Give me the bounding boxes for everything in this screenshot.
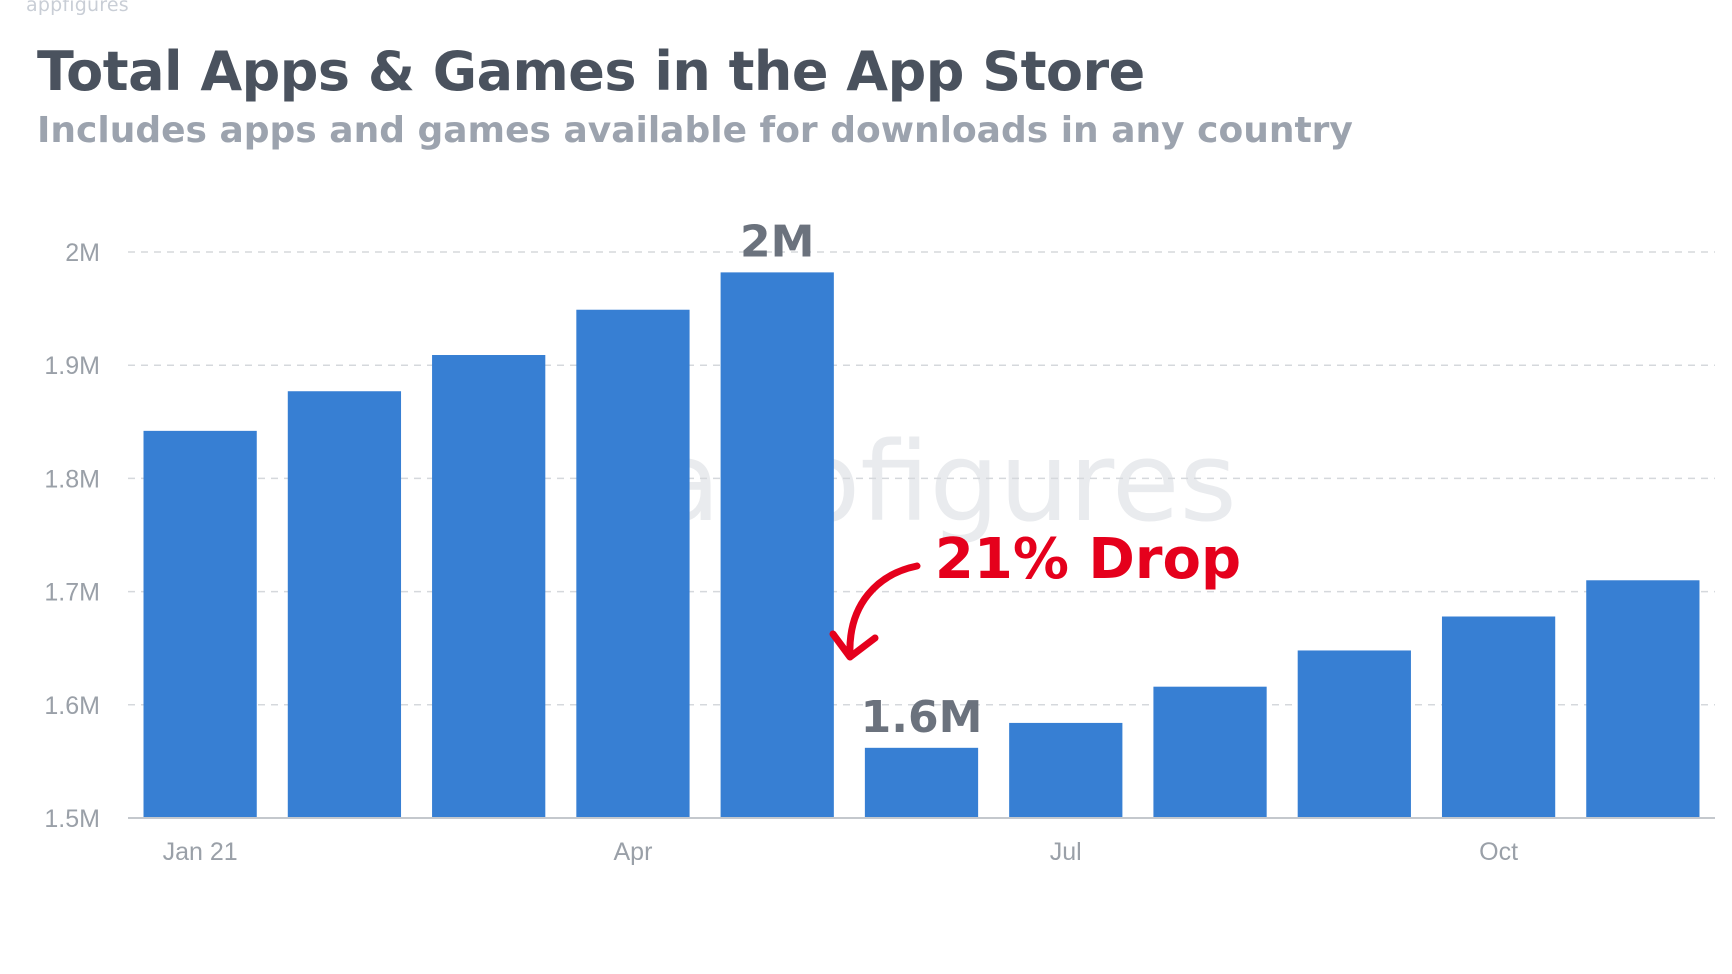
bar xyxy=(1153,686,1267,818)
bar xyxy=(1297,650,1411,818)
annotation: 21% Drop xyxy=(829,527,1241,661)
x-tick-label: Jan 21 xyxy=(163,838,238,866)
x-tick-label: Apr xyxy=(614,838,653,866)
x-tick-label: Oct xyxy=(1479,838,1518,866)
brand-logo: appfigures xyxy=(26,0,129,16)
y-tick-label: 1.9M xyxy=(44,352,100,380)
chart-title: Total Apps & Games in the App Store xyxy=(37,40,1145,103)
x-tick-label: Jul xyxy=(1050,838,1082,866)
annotation-arrow xyxy=(846,562,921,659)
x-axis: Jan 21 Apr Jul Oct xyxy=(128,817,1715,866)
bar xyxy=(864,747,979,818)
bar xyxy=(143,430,257,818)
bar xyxy=(1009,722,1123,818)
bar xyxy=(1441,616,1556,818)
bars xyxy=(143,272,1700,819)
data-label: 1.6M xyxy=(861,692,983,743)
data-labels: 2M 1.6M xyxy=(740,216,982,742)
annotation-text: 21% Drop xyxy=(935,527,1241,592)
bar xyxy=(720,272,834,819)
annotation-arrowhead xyxy=(829,630,879,661)
bar xyxy=(287,391,402,818)
bar xyxy=(1586,580,1700,818)
chart-subtitle: Includes apps and games available for do… xyxy=(37,110,1353,151)
y-tick-label: 1.8M xyxy=(44,465,100,493)
y-tick-label: 1.6M xyxy=(44,692,100,720)
y-axis: 1.5M 1.6M 1.7M 1.8M 1.9M 2M xyxy=(44,239,100,833)
y-tick-label: 2M xyxy=(65,239,100,267)
y-tick-label: 1.5M xyxy=(44,805,100,833)
bar xyxy=(432,355,546,818)
data-label: 2M xyxy=(740,216,814,267)
bar xyxy=(576,309,690,818)
y-tick-label: 1.7M xyxy=(44,579,100,607)
